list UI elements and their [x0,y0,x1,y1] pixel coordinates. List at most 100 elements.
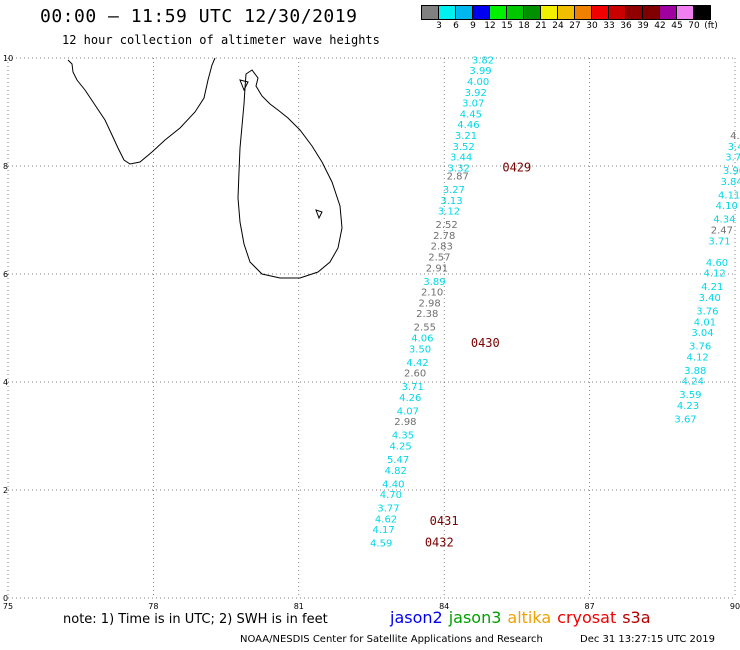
wave-height-value: 3.67 [674,415,696,426]
color-scale-label: 39 [637,21,649,31]
wave-height-value: 2.87 [447,172,469,183]
wave-height-value: 3.32 [448,163,470,174]
wave-height-value: 4.60 [706,258,728,269]
pass-time-label: 0430 [471,336,500,350]
color-scale-label: 6 [453,21,459,31]
wave-height-value: 3.89 [423,277,445,288]
wave-height-value: 2.57 [428,253,450,264]
wave-height-value: 4.42 [406,358,428,369]
legend-entry: s3a [622,608,651,627]
wave-height-value: 4.00 [467,77,489,88]
sri-lanka-coastline [237,69,343,279]
color-scale-label: 3 [436,21,442,31]
wave-height-value: 3.21 [455,131,477,142]
wave-height-value: 3.76 [696,307,718,318]
wave-height-value: 3.77 [377,504,399,515]
wave-height-map: 75 78 81 84 87 90 0 2 4 6 8 10 3.823.994.003.923.07… [3,54,740,610]
pass-time-label: 0429 [502,160,531,174]
wave-height-value: 4.17 [372,525,394,536]
track-jason3-west: 3.823.994.003.923.074.454.463.213.523.44… [370,55,494,549]
legend-entry: altika [507,608,552,627]
color-scale-label: 33 [603,21,615,31]
y-tick-label: 6 [3,270,8,279]
wave-height-value: 4.26 [399,393,421,404]
wave-height-value: 3.40 [699,293,721,304]
color-scale-bar [421,5,711,20]
color-scale-label: 36 [620,21,632,31]
wave-height-value: 2.98 [419,298,441,309]
wave-height-value: 3.12 [438,207,460,218]
wave-height-value: 3.88 [684,366,706,377]
wave-height-value: 4.34 [713,215,735,226]
color-scale-label: 24 [552,21,564,31]
wave-height-value: 2.83 [431,242,453,253]
color-scale-label: 30 [586,21,598,31]
color-swatch [693,5,711,20]
wave-height-value: 3.13 [440,196,462,207]
wave-height-value: 2.78 [433,231,455,242]
color-scale-label: 12 [484,21,496,31]
wave-height-value: 4.82 [385,466,407,477]
india-coastline [67,57,216,165]
wave-height-value: 3.71 [402,382,424,393]
wave-height-value: 2.60 [404,369,426,380]
x-tick-label: 81 [294,602,304,610]
color-scale-label: 9 [470,21,476,31]
color-scale-label: 45 [671,21,683,31]
wave-height-value: 4.86 [730,131,740,142]
color-scale-label: 21 [535,21,547,31]
wave-height-value: 3.41 [728,142,740,153]
wave-height-value: 4.12 [703,269,725,280]
wave-height-value: 4.11 [718,190,740,201]
wave-height-value: 3.07 [462,99,484,110]
map-subtitle: 12 hour collection of altimeter wave hei… [62,33,380,47]
wave-height-value: 4.45 [460,109,482,120]
wave-height-value: 3.71 [708,236,730,247]
track-jason3-east: 4.863.413.713.903.844.114.104.342.473.71… [674,131,740,426]
legend-entry: jason2 [390,608,443,627]
wave-height-value: 3.04 [691,328,713,339]
wave-height-value: 3.82 [472,55,494,66]
wave-height-value: 4.59 [370,539,392,550]
wave-height-value: 4.35 [392,431,414,442]
wave-height-value: 4.07 [397,406,419,417]
color-scale-label: (ft) [704,21,718,31]
y-tick-label: 8 [3,162,8,171]
credit-text: NOAA/NESDIS Center for Satellite Applica… [240,634,543,645]
x-tick-label: 90 [730,602,740,610]
legend-entry: jason3 [448,608,502,627]
x-tick-label: 84 [439,602,449,610]
wave-height-value: 4.01 [694,317,716,328]
wave-height-value: 3.99 [469,66,491,77]
y-tick-label: 0 [3,594,8,603]
map-grid [7,57,736,599]
east-islet [315,209,323,220]
pass-time-label: 0432 [425,536,454,550]
x-tick-label: 78 [148,602,158,610]
wave-height-value: 2.52 [435,220,457,231]
wave-height-value: 2.55 [414,323,436,334]
wave-height-value: 4.25 [389,442,411,453]
wave-height-value: 3.90 [723,166,740,177]
wave-height-value: 2.47 [711,226,733,237]
pass-time-labels: 0429 0430 0431 0432 [425,160,531,549]
color-scale-label: 15 [501,21,513,31]
wave-height-value: 3.59 [679,390,701,401]
wave-height-value: 4.24 [682,377,704,388]
wave-height-value: 2.91 [426,263,448,274]
legend-entry: cryosat [557,608,617,627]
wave-height-value: 2.98 [394,417,416,428]
wave-height-value: 4.23 [677,401,699,412]
wave-height-value: 3.71 [725,153,740,164]
axis-tick-labels: 75 78 81 84 87 90 0 2 4 6 8 10 [3,54,740,610]
color-scale-label: 18 [518,21,530,31]
wave-height-value: 4.40 [382,479,404,490]
wave-height-value: 3.52 [452,142,474,153]
generated-timestamp: Dec 31 13:27:15 UTC 2019 [580,634,715,645]
wave-height-value: 4.06 [411,334,433,345]
wave-height-value: 3.44 [450,153,472,164]
x-tick-label: 87 [585,602,595,610]
wave-height-value: 2.10 [421,288,443,299]
wave-height-value: 4.62 [375,514,397,525]
wave-height-value: 5.47 [387,455,409,466]
